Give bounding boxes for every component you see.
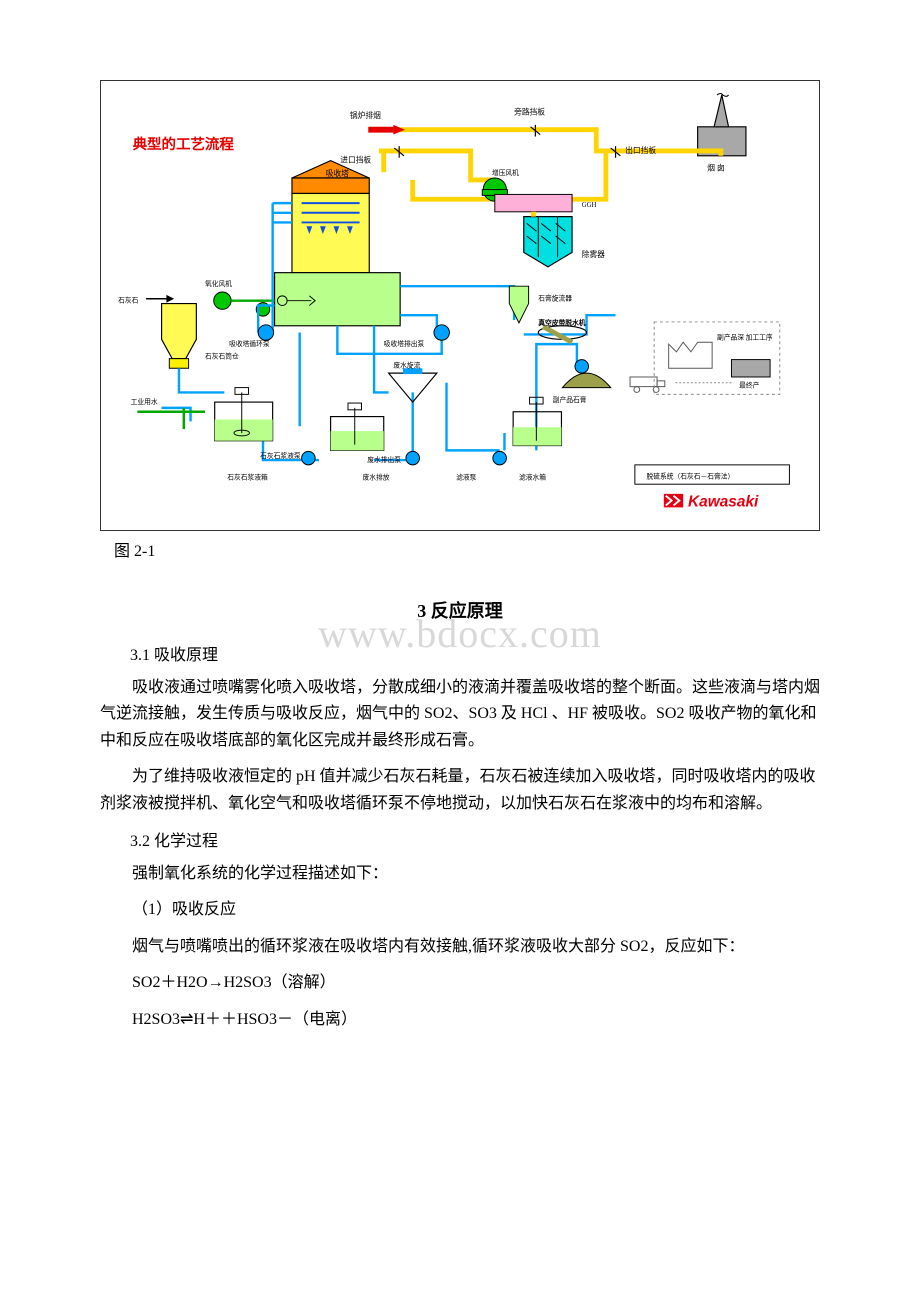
subsection-3-2: 3.2 化学过程 [130,827,820,851]
paragraph-5: 烟气与喷嘴喷出的循环浆液在吸收塔内有效接触,循环浆液吸收大部分 SO2，反应如下… [100,934,820,960]
inlet-label: 进口挡板 [340,155,371,165]
outlet-label: 出口挡板 [625,145,656,155]
water-label: 工业用水 [131,397,158,406]
oxidation-label: 氧化风机 [205,279,232,288]
paragraph-4: （1）吸收反应 [100,897,820,923]
ggh-label: GGH [582,202,597,209]
ggh-box [495,194,572,211]
paragraph-1: 吸收液通过喷嘴雾化喷入吸收塔，分散成细小的液滴并覆盖吸收塔的整个断面。这些液滴与… [100,675,820,754]
equation-2: H2SO3⇌H＋＋HSO3－（电离） [100,1007,820,1033]
svg-text:Kawasaki: Kawasaki [688,493,759,510]
silo-label: 石灰石筒仓 [205,352,239,361]
waste-discharge-label: 废水排放 [362,472,389,481]
figure-caption: 图 2-1 [114,537,820,561]
vacuum-label: 真空皮带脱水机 [538,318,586,327]
diagram-svg: 典型的工艺流程 烟 囱 锅炉排烟 旁路挡板 进口挡板 出口挡板 增压风机 GGH [113,93,809,518]
system-name: 脱硫系统（石灰石－石膏法） [646,471,734,480]
waste-cyclone-label: 废水旋流 [393,360,420,369]
discharge-pump-label: 吸收塔排出泵 [384,339,425,348]
slurry-tank-label: 石灰石浆液箱 [227,472,268,481]
byproduct-label: 副产品深 加工工序 [717,332,773,341]
paragraph-3: 强制氧化系统的化学过程描述如下： [100,861,820,887]
limestone-label: 石灰石 [118,296,139,305]
paragraph-2: 为了维持吸收液恒定的 pH 值并减少石灰石耗量，石灰石被连续加入吸收塔，同时吸收… [100,764,820,817]
circ-pump-label: 吸收塔循环泵 [229,339,270,348]
gypsum-label: 副产品石膏 [553,395,587,404]
absorber-label: 吸收塔 [326,168,349,178]
equation-1: SO2＋H2O→H2SO3（溶解） [100,970,820,996]
boiler-label: 锅炉排烟 [350,110,381,120]
final-label: 最终产 [739,381,760,390]
filtrate-tank-label: 滤液水箱 [519,472,546,481]
slurry-pump-label: 石灰石浆液泵 [260,451,301,460]
waste-pump-label: 废水排出泵 [367,455,401,464]
section-heading-3: 3 反应原理 [100,597,820,623]
demister-label: 除雾器 [582,249,605,259]
chimney-label: 烟 囱 [707,162,724,172]
bypass-label: 旁路挡板 [514,106,545,116]
diagram-title: 典型的工艺流程 [133,135,235,153]
cyclone-label: 石膏旋流器 [538,294,572,303]
process-diagram: 典型的工艺流程 烟 囱 锅炉排烟 旁路挡板 进口挡板 出口挡板 增压风机 GGH [100,80,820,531]
filtrate-pump-label: 滤液泵 [456,472,477,481]
booster-label: 增压风机 [492,168,519,177]
